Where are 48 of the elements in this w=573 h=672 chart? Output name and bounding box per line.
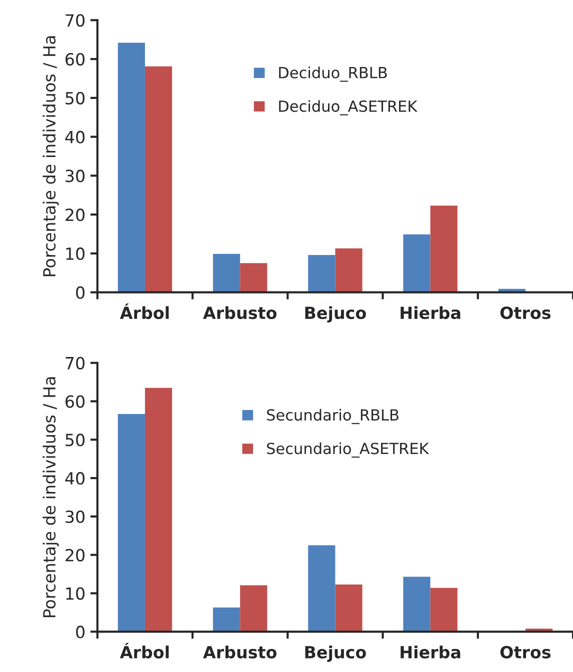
bar: [335, 248, 362, 292]
bar: [144, 388, 172, 632]
bar: [144, 66, 172, 292]
y-tick-label: 0: [76, 626, 84, 638]
bar: [308, 254, 336, 292]
y-tick-label: 20: [66, 208, 84, 222]
x-tick-label: Hierba: [400, 306, 460, 320]
y-tick-label: 60: [66, 53, 84, 66]
x-tick-label: Otros: [500, 306, 551, 320]
y-tick-label: 10: [66, 587, 84, 600]
legend-label: Secundario_ASETREK: [267, 442, 430, 458]
legend-label: Deciduo_RBLB: [279, 66, 387, 82]
y-tick-label: 30: [66, 510, 84, 524]
bar: [403, 576, 430, 632]
x-tick-label: Otros: [500, 646, 551, 658]
bar: [118, 42, 145, 292]
legend-label: Secundario_RBLB: [267, 408, 398, 424]
y-tick-label: 70: [66, 356, 84, 370]
y-tick-label: 20: [66, 548, 84, 562]
bar: [335, 584, 362, 632]
x-tick-label: Bejuco: [305, 646, 366, 662]
legend-label: Deciduo_ASETREK: [279, 100, 418, 116]
y-tick-label: 50: [66, 434, 84, 446]
y-tick-label: 0: [76, 286, 84, 299]
bar: [240, 263, 268, 292]
bar: [430, 588, 458, 632]
bar: [212, 607, 240, 632]
bar: [430, 206, 458, 292]
bar: [212, 254, 240, 292]
y-axis-title: Porcentaje de individuos / Ha: [42, 377, 59, 618]
bar: [240, 585, 268, 632]
x-tick-label: Árbol: [120, 303, 169, 320]
bar: [118, 414, 145, 632]
x-tick-label: Arbusto: [203, 306, 276, 320]
bar: [308, 545, 336, 632]
y-axis-title: Porcentaje de individuos / Ha: [42, 36, 59, 276]
x-tick-label: Bejuco: [305, 306, 366, 322]
x-tick-label: Árbol: [120, 642, 169, 658]
y-tick-label: 40: [65, 472, 84, 485]
bar: [403, 234, 430, 292]
y-tick-label: 40: [65, 130, 84, 144]
y-tick-label: 30: [66, 170, 84, 182]
x-tick-label: Hierba: [400, 646, 460, 658]
x-tick-label: Arbusto: [203, 646, 276, 658]
y-tick-label: 10: [66, 247, 84, 260]
y-tick-label: 70: [66, 14, 84, 27]
y-tick-label: 50: [66, 92, 84, 104]
y-tick-label: 60: [66, 395, 84, 408]
